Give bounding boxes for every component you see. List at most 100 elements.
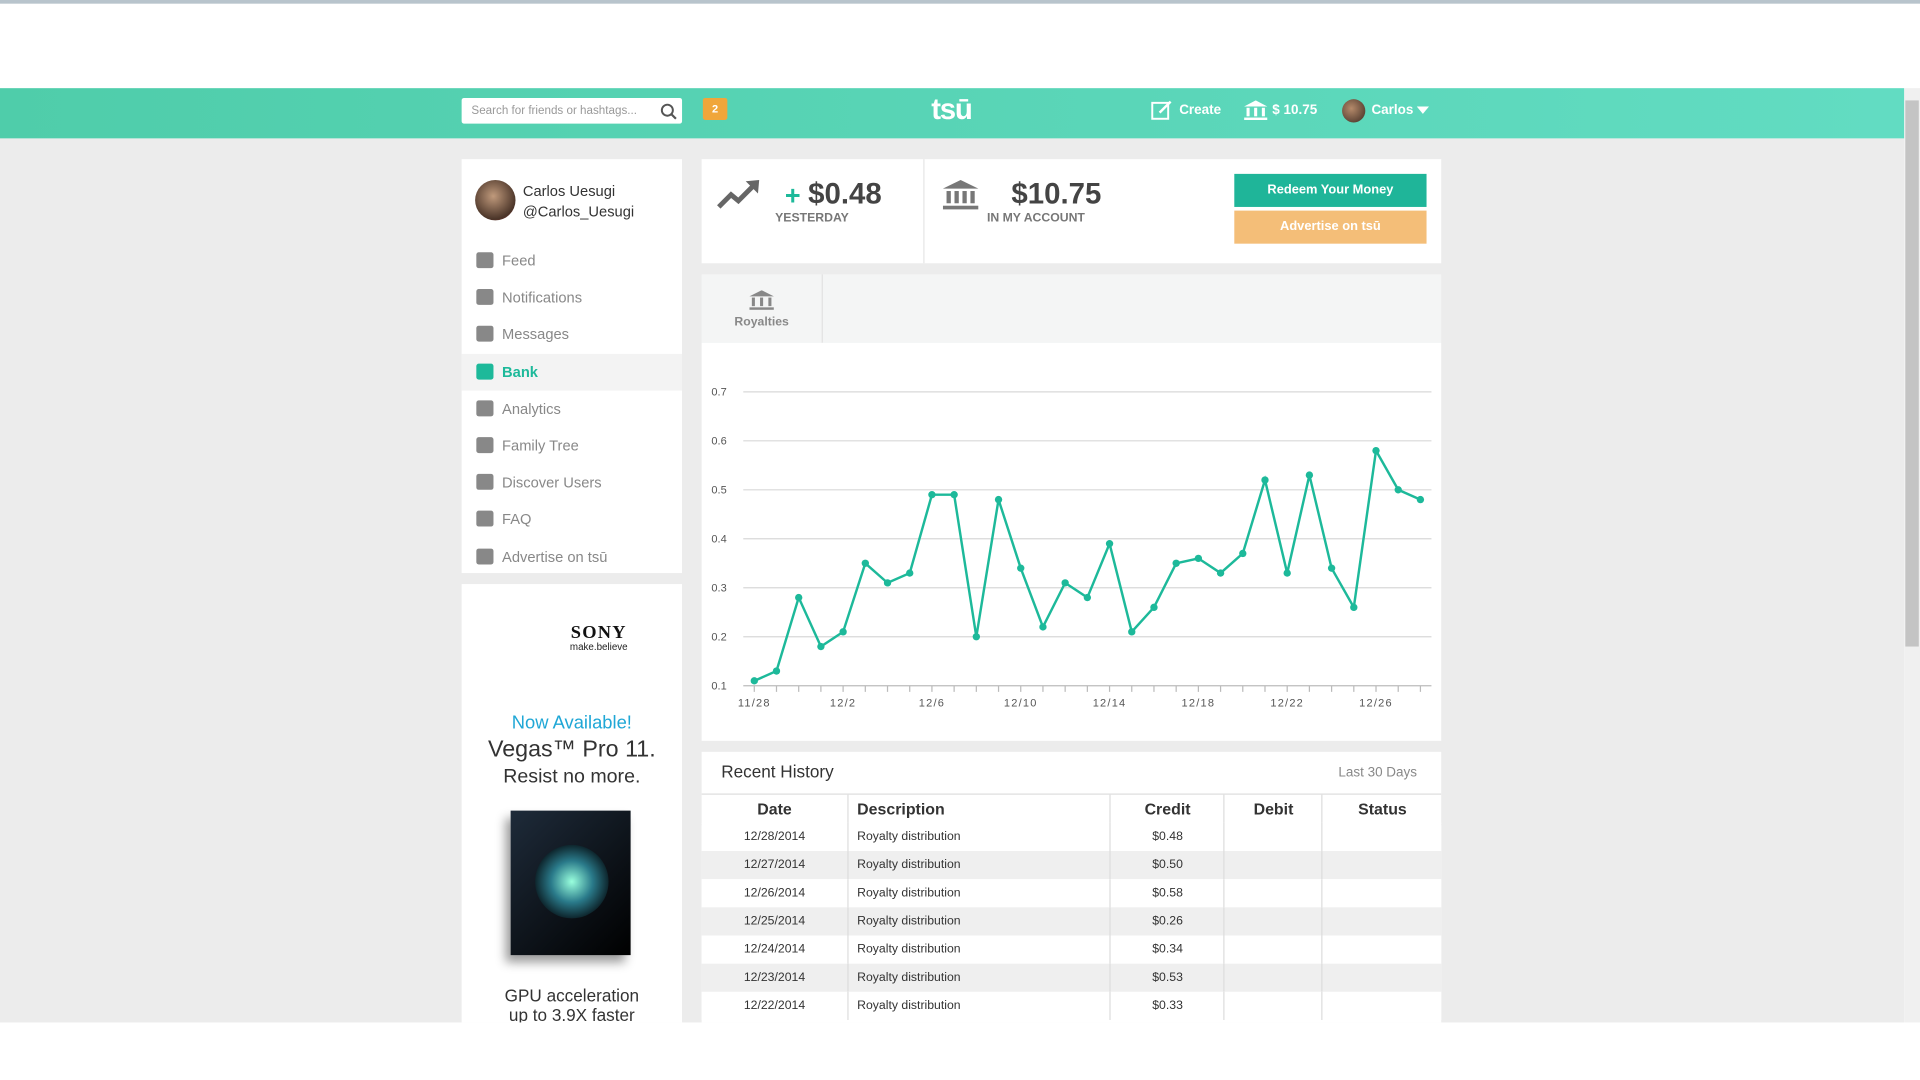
table-cell — [1321, 822, 1442, 852]
table-cell — [1321, 851, 1442, 880]
point — [817, 642, 825, 651]
profile-avatar[interactable] — [475, 180, 516, 221]
table-cell: Royalty distribution — [847, 963, 1110, 992]
tab-bar — [701, 274, 1442, 343]
profile-name[interactable]: Carlos Uesugi — [522, 182, 616, 200]
nav-item[interactable]: Messages — [462, 316, 682, 353]
cell-text: $0.58 — [1152, 886, 1183, 901]
nav-label[interactable]: FAQ — [502, 511, 532, 529]
cell-text: Royalty distribution — [857, 858, 961, 872]
table-cell — [1321, 907, 1442, 936]
nav-item[interactable]: Family Tree — [462, 427, 682, 464]
point — [1261, 476, 1269, 484]
user-menu[interactable]: Carlos — [1371, 102, 1414, 118]
table-cell — [1223, 935, 1322, 964]
point — [1039, 623, 1047, 631]
table-cell: $0.34 — [1109, 935, 1224, 964]
table-cell — [1223, 991, 1322, 1021]
table-row: 12/22/2014 Royalty distribution $0.33 — [701, 991, 1442, 1021]
x-tick-label: 12/26 — [1359, 698, 1393, 710]
cell-text: Royalty distribution — [857, 914, 961, 929]
point — [1150, 603, 1158, 612]
table-cell: Royalty distribution — [847, 991, 1110, 1021]
nav-item[interactable]: FAQ — [462, 501, 682, 538]
nav-label[interactable]: Analytics — [502, 400, 561, 418]
royalties-icon — [749, 290, 774, 310]
point — [1216, 569, 1225, 577]
royalties-tab[interactable]: Royalties — [702, 274, 823, 343]
account-icon — [942, 180, 979, 210]
table-cell: $0.58 — [1109, 879, 1224, 908]
ad-footer-2: up to 3.9X faster — [508, 1005, 635, 1023]
cell-text: $0.26 — [1152, 914, 1183, 929]
point — [1083, 593, 1092, 602]
bank-icon[interactable] — [1244, 100, 1268, 121]
notification-badge[interactable]: 2 — [702, 97, 728, 121]
table-cell: 12/28/2014 — [702, 823, 848, 851]
column-header: Status — [1358, 799, 1407, 818]
nav-icon — [476, 252, 494, 269]
table-cell: $0.50 — [1109, 851, 1224, 880]
table-cell — [1321, 935, 1442, 964]
nav-icon — [476, 289, 494, 306]
table-cell: $0.26 — [1109, 907, 1224, 936]
search-box[interactable]: Search for friends or hashtags... — [461, 97, 683, 124]
top-bar — [0, 88, 1905, 139]
table-row: 12/26/2014 Royalty distribution $0.58 — [701, 879, 1442, 908]
ad-headline: Now Available! — [511, 712, 632, 734]
logo[interactable]: tsū — [931, 93, 973, 127]
redeem-button[interactable]: Redeem Your Money — [1234, 173, 1427, 207]
nav-label[interactable]: Notifications — [502, 289, 583, 307]
cell-text: $0.53 — [1152, 971, 1183, 985]
cell-text: Royalty distribution — [857, 971, 961, 985]
nav-item[interactable]: Discover Users — [462, 464, 682, 501]
table-row: 12/24/2014 Royalty distribution $0.34 — [701, 935, 1442, 964]
nav-label[interactable]: Messages — [502, 326, 570, 344]
cell-text: 12/27/2014 — [743, 858, 806, 872]
dropdown-arrow[interactable] — [1416, 106, 1429, 116]
nav-label[interactable]: Family Tree — [502, 437, 579, 455]
nav-label[interactable]: Feed — [502, 252, 536, 270]
x-tick-label: 11/28 — [738, 698, 771, 710]
table-cell — [1223, 907, 1322, 936]
table-header: Date Description Credit Debit Status — [701, 793, 1442, 826]
nav-item[interactable]: Bank — [461, 353, 683, 391]
point — [1105, 540, 1114, 548]
nav-item[interactable]: Notifications — [462, 279, 682, 316]
nav-label[interactable]: Advertise on tsū — [502, 548, 608, 566]
scrollbar-thumb[interactable] — [1905, 100, 1919, 647]
ad-slogan: Resist no more. — [503, 766, 641, 788]
cell-text: 12/24/2014 — [743, 942, 806, 957]
history-range[interactable]: Last 30 Days — [1338, 765, 1417, 781]
column-header: Debit — [1253, 799, 1294, 818]
history-title: Recent History — [721, 761, 834, 782]
ad-panel[interactable]: SONY make.believe Now Available! Vegas™ … — [461, 584, 683, 1023]
chart: 0.1 0.2 0.3 0.4 0.5 0.6 0.7 11/28 12/2 12/6 12/10 1… — [701, 342, 1442, 741]
user-avatar[interactable] — [1342, 99, 1366, 123]
cell-text: 12/28/2014 — [743, 830, 806, 844]
column-header: Credit — [1144, 799, 1191, 818]
nav-icon — [476, 437, 494, 454]
nav-item[interactable]: Analytics — [462, 390, 682, 427]
header-cell: Debit — [1223, 794, 1322, 825]
point — [950, 491, 958, 499]
create-icon[interactable] — [1151, 100, 1173, 120]
nav-item[interactable]: Feed — [462, 242, 682, 279]
x-tick-label: 12/14 — [1093, 698, 1127, 710]
nav-label[interactable]: Bank — [502, 363, 538, 381]
stats-divider — [923, 159, 925, 264]
table-cell — [1223, 822, 1322, 852]
point — [772, 667, 781, 675]
table-cell — [1223, 963, 1322, 992]
point — [1172, 559, 1180, 567]
balance-link[interactable]: $ 10.75 — [1272, 102, 1318, 118]
scrollbar[interactable] — [1904, 88, 1920, 1023]
nav-label[interactable]: Discover Users — [502, 474, 602, 492]
create-link[interactable]: Create — [1179, 102, 1222, 118]
advertise-button[interactable]: Advertise on tsū — [1234, 210, 1427, 244]
search-icon[interactable] — [660, 103, 677, 120]
profile-handle: @Carlos_Uesugi — [522, 203, 635, 221]
nav-item[interactable]: Advertise on tsū — [462, 538, 682, 575]
point — [1305, 471, 1314, 479]
